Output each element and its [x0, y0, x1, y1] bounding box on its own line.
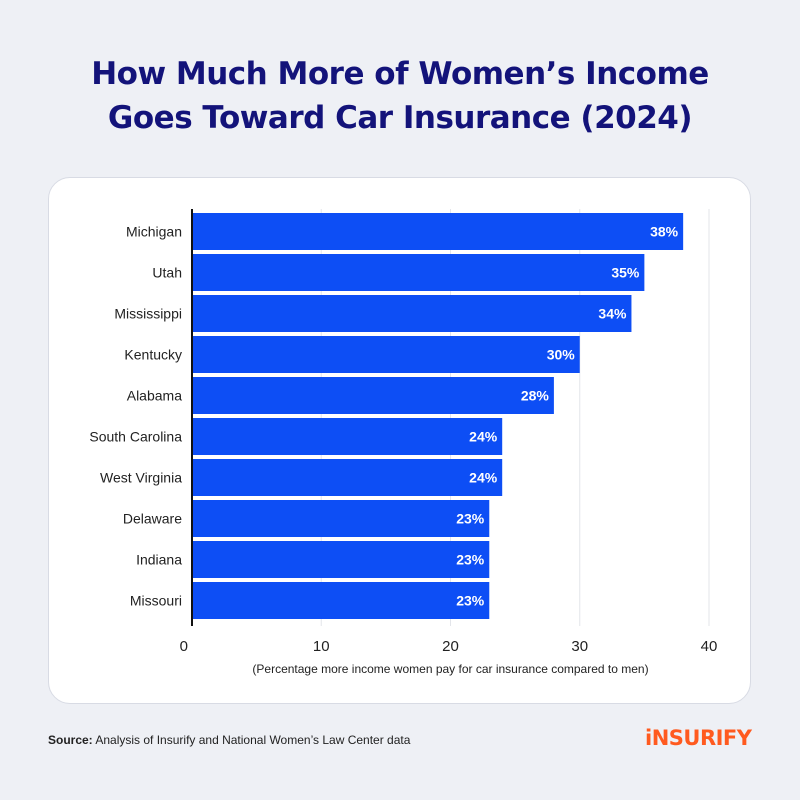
bar [192, 582, 490, 619]
category-label: Utah [152, 265, 182, 281]
category-label: Michigan [126, 224, 182, 240]
bar [192, 336, 580, 373]
category-label: Missouri [130, 593, 182, 609]
category-label: South Carolina [89, 429, 182, 445]
data-label: 24% [469, 470, 498, 486]
x-tick-label: 20 [442, 638, 459, 655]
bar [192, 295, 632, 332]
data-label: 24% [469, 429, 498, 445]
data-label: 35% [611, 265, 640, 281]
data-label: 28% [521, 388, 550, 404]
x-axis-title: (Percentage more income women pay for ca… [252, 662, 648, 676]
category-label: Delaware [123, 511, 182, 527]
x-tick-label: 40 [701, 638, 718, 655]
bar [192, 459, 503, 496]
category-label: Indiana [136, 552, 182, 568]
category-label: Alabama [127, 388, 182, 404]
title-line-1: How Much More of Women’s Income [91, 56, 709, 92]
chart-title: How Much More of Women’s Income Goes Tow… [0, 52, 800, 140]
bar [192, 500, 490, 537]
data-label: 38% [650, 224, 679, 240]
bar [192, 541, 490, 578]
x-tick-label: 30 [571, 638, 588, 655]
data-label: 23% [456, 552, 485, 568]
bar [192, 213, 684, 250]
data-label: 30% [547, 347, 576, 363]
category-label: Mississippi [114, 306, 182, 322]
bar [192, 377, 554, 414]
source-note: Source: Analysis of Insurify and Nationa… [48, 733, 410, 747]
category-label: Kentucky [124, 347, 182, 363]
data-label: 23% [456, 511, 485, 527]
bar [192, 254, 645, 291]
source-text: Analysis of Insurify and National Women’… [95, 733, 411, 747]
source-label: Source: [48, 733, 93, 747]
x-tick-label: 0 [180, 638, 188, 655]
data-label: 34% [598, 306, 627, 322]
category-label: West Virginia [100, 470, 182, 486]
chart-card: Michigan 38% Utah 35% Mississippi 34% Kentucky… [48, 177, 751, 704]
insurify-logo: iNSURIFY [645, 726, 752, 750]
title-line-2: Goes Toward Car Insurance (2024) [107, 100, 693, 136]
data-label: 23% [456, 593, 485, 609]
x-tick-label: 10 [313, 638, 330, 655]
bar-chart: Michigan 38% Utah 35% Mississippi 34% Kentucky… [89, 209, 718, 676]
bar [192, 418, 503, 455]
